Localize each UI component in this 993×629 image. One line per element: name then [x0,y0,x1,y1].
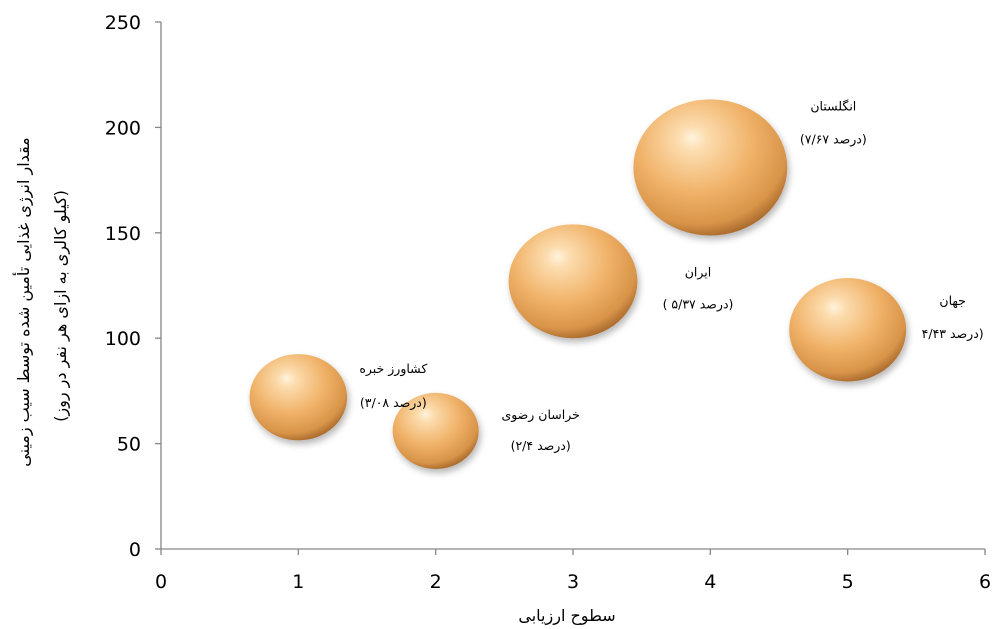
bubble [508,224,638,339]
y-tick-label: 100 [105,328,141,350]
bubble-size-label: (۳/۰۸ درصد) [360,395,427,411]
x-tick-label: 6 [979,571,991,593]
bubbles [249,99,907,470]
bubble-name-label: انگلستان [810,98,856,113]
bubble [392,392,479,470]
bubble-size-label: ۴/۴۳ درصد) [922,326,984,342]
y-tick-label: 50 [117,434,141,456]
y-tick-labels: 0 50 100 150 200 250 [105,12,161,561]
x-tick-label: 2 [430,571,442,593]
bubble-name-label: خراسان رضوی [501,407,579,423]
bubble-name-label: ایران [685,264,712,280]
bubble [249,354,348,441]
bubble-labels: کشاورز خبره (۳/۰۸ درصد) خراسان رضوی (۲/۴ در… [359,98,984,454]
bubble [633,99,788,236]
bubble-name-label: کشاورز خبره [359,361,427,377]
bubble-size-label: (۲/۴ درصد) [511,438,571,454]
bubble [789,278,907,382]
x-tick-label: 5 [842,571,854,593]
x-tick-label: 0 [155,571,167,593]
y-axis-subtitle: (کیلو کالری به ازای هر نفر در روز) [51,190,71,422]
x-tick-labels: 0 1 2 3 4 5 6 [155,549,991,593]
bubble-size-label: (۷/۶۷ درصد) [800,131,867,147]
x-tick-label: 4 [704,571,716,593]
y-axis-title: مقدار انرژی غذایی تأمین شده توسط سیب زمی… [12,137,34,466]
bubble-size-label: ( ۵/۳۷ درصد) [663,296,734,312]
y-tick-label: 0 [129,539,141,561]
y-tick-label: 250 [105,12,141,34]
x-axis-title: سطوح ارزیابی [518,606,615,626]
bubble-name-label: جهان [939,293,965,309]
x-tick-label: 3 [567,571,579,593]
x-tick-label: 1 [292,571,304,593]
y-tick-label: 200 [105,117,141,139]
y-tick-label: 150 [105,223,141,245]
